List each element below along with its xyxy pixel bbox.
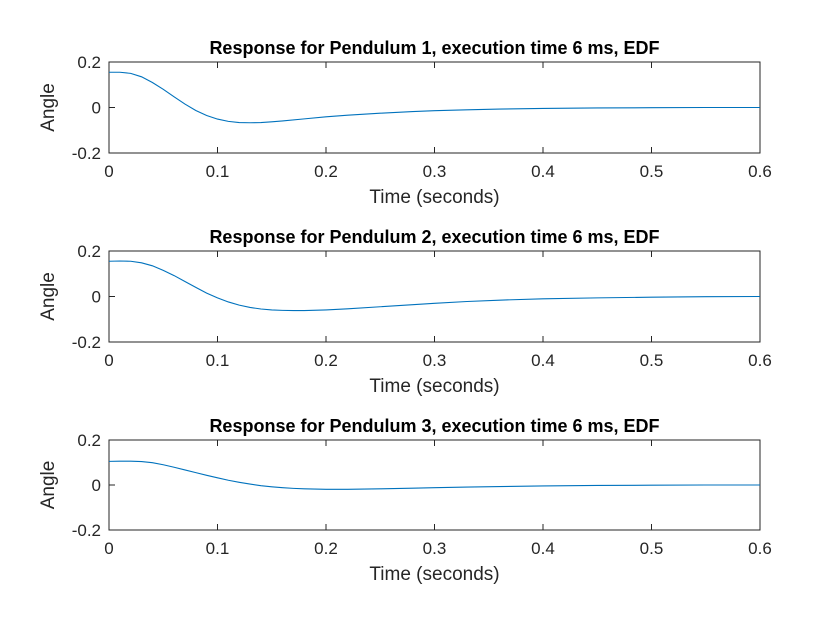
y-tick-label: 0.2 <box>77 242 101 261</box>
x-tick-label: 0.1 <box>206 351 230 370</box>
x-tick-label: 0.6 <box>748 539 772 558</box>
x-tick-label: 0.6 <box>748 351 772 370</box>
y-tick-label: 0.2 <box>77 431 101 450</box>
x-tick-label: 0.3 <box>423 162 447 181</box>
plot-area <box>108 250 761 343</box>
x-tick-label: 0.6 <box>748 162 772 181</box>
chart-title: Response for Pendulum 1, execution time … <box>209 38 659 58</box>
series-line-1 <box>108 460 760 490</box>
y-tick-label: 0 <box>92 288 101 307</box>
x-tick-label: 0.1 <box>206 539 230 558</box>
x-tick-label: 0.3 <box>423 351 447 370</box>
y-axis-label: Angle <box>38 83 59 132</box>
series-line-1 <box>109 71 760 124</box>
x-tick-label: 0.3 <box>423 539 447 558</box>
x-tick-label: 0.4 <box>531 351 555 370</box>
x-tick-label: 0 <box>104 162 113 181</box>
x-tick-label: 0.1 <box>206 162 230 181</box>
y-tick-label: -0.2 <box>72 521 101 540</box>
x-tick-label: 0.4 <box>531 162 555 181</box>
chart-title: Response for Pendulum 2, execution time … <box>209 227 659 247</box>
chart-title: Response for Pendulum 3, execution time … <box>209 416 659 436</box>
x-tick-label: 0.5 <box>640 539 664 558</box>
x-tick-label: 0.5 <box>640 162 664 181</box>
x-tick-label: 0.2 <box>314 351 338 370</box>
x-tick-label: 0.5 <box>640 351 664 370</box>
y-axis-label: Angle <box>38 461 59 510</box>
series-line-1 <box>108 260 761 312</box>
y-tick-label: 0 <box>92 476 101 495</box>
y-tick-label: -0.2 <box>72 144 101 163</box>
x-axis-label: Time (seconds) <box>369 376 499 397</box>
y-tick-label: -0.2 <box>72 333 101 352</box>
x-tick-label: 0.2 <box>314 539 338 558</box>
x-tick-label: 0 <box>104 351 113 370</box>
x-tick-label: 0.4 <box>531 539 555 558</box>
y-axis-label: Angle <box>38 272 59 321</box>
y-tick-label: 0 <box>92 99 101 118</box>
x-axis-label: Time (seconds) <box>369 187 499 208</box>
x-tick-label: 0.2 <box>314 162 338 181</box>
x-axis-label: Time (seconds) <box>369 564 499 585</box>
x-tick-label: 0 <box>104 539 113 558</box>
y-tick-label: 0.2 <box>77 53 101 72</box>
